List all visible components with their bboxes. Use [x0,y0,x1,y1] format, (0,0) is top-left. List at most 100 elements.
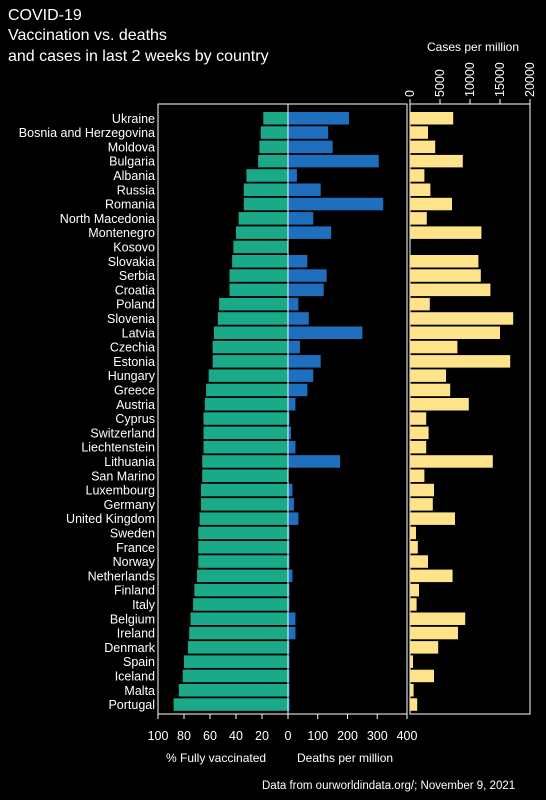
chart-title-line-2: Vaccination vs. deaths [8,27,167,44]
deaths-bar-germany [288,498,294,511]
deaths-bar-montenegro [288,226,332,239]
cases-tick-label-0: 0 [403,90,417,97]
cases-bar-russia [410,183,431,196]
chart-title-line-1: COVID-19 [8,7,82,24]
deaths-bar-lithuania [288,455,341,468]
cases-bar-montenegro [410,226,482,239]
vaccinated-bar-iceland [182,669,288,683]
vaccinated-bar-switzerland [203,426,288,440]
vaccinated-bar-montenegro [236,226,288,239]
vaccinated-bar-slovakia [232,255,288,268]
cases-bar-hungary [410,369,446,382]
cases-bar-belgium [410,612,466,625]
vaccinated-bar-russia [243,183,288,196]
deaths-bar-serbia [288,269,327,282]
country-label-kosovo: Kosovo [113,240,155,254]
deaths-bar-united-kingdom [288,512,299,525]
vaccinated-bar-austria [204,398,288,411]
country-label-lithuania: Lithuania [104,455,155,469]
cases-tick-label-15000: 15000 [493,62,507,97]
country-label-netherlands: Netherlands [88,569,155,583]
deaths-bar-luxembourg [288,483,293,497]
country-label-latvia: Latvia [122,326,155,340]
country-label-belgium: Belgium [110,612,155,626]
deaths-bar-finland [288,583,290,597]
country-label-malta: Malta [124,684,155,698]
deaths-bar-belgium [288,612,296,625]
cases-bar-ireland [410,626,458,640]
country-label-liechtenstein: Liechtenstein [81,441,155,455]
vaccinated-bar-albania [246,169,288,182]
deaths-bar-russia [288,183,321,196]
vaccinated-bar-latvia [213,326,288,339]
country-label-ireland: Ireland [117,627,155,641]
vaccinated-bar-greece [206,383,288,397]
deaths-bar-greece [288,383,308,397]
vaccinated-bar-hungary [208,369,288,382]
country-label-portugal: Portugal [108,698,155,712]
deaths-bar-cyprus [288,412,290,425]
cases-bar-liechtenstein [410,440,427,454]
cases-bar-slovakia [410,255,479,268]
deaths-bar-estonia [288,355,321,368]
cases-bar-poland [410,297,430,311]
country-label-sweden: Sweden [110,526,155,540]
cases-bar-estonia [410,355,511,368]
country-label-montenegro: Montenegro [88,226,155,240]
deaths-bar-switzerland [288,426,291,440]
vaccinated-bar-czechia [212,340,288,354]
cases-bar-spain [410,655,413,668]
country-label-united-kingdom: United Kingdom [66,512,155,526]
vaccinated-bar-norway [198,555,288,568]
deaths-bar-sweden [288,526,290,540]
deaths-bar-denmark [288,641,290,654]
vaccinated-axis-label: % Fully vaccinated [166,751,267,765]
cases-bar-norway [410,555,428,568]
deaths-bar-malta [288,684,290,697]
cases-bar-france [410,541,418,554]
vaccinated-bar-croatia [229,283,288,297]
cases-bar-latvia [410,326,500,339]
country-label-poland: Poland [116,298,155,312]
country-label-bulgaria: Bulgaria [109,155,155,169]
vaccinated-bar-netherlands [197,569,288,583]
vaccinated-bar-sweden [198,526,288,540]
cases-tick-label-20000: 20000 [523,62,537,97]
vaccinated-bar-united-kingdom [199,512,288,525]
deaths-bar-bulgaria [288,154,379,168]
country-label-switzerland: Switzerland [90,426,155,440]
deaths-bar-ireland [288,626,296,640]
country-label-moldova: Moldova [108,140,155,154]
cases-bar-ukraine [410,112,454,125]
cases-bar-lithuania [410,455,493,468]
vaccinated-bar-finland [194,583,288,597]
deaths-bar-netherlands [288,569,293,583]
cases-bar-iceland [410,669,434,683]
country-label-germany: Germany [104,498,156,512]
deaths-bar-austria [288,398,296,411]
deaths-tick-label-100: 100 [307,729,328,743]
cases-bar-austria [410,398,469,411]
vaccinated-bar-belgium [190,612,288,625]
vaccinated-bar-france [198,541,288,554]
vaccinated-bar-denmark [187,641,288,654]
cases-bar-north-macedonia [410,212,427,225]
country-label-france: France [116,541,155,555]
deaths-tick-label-200: 200 [337,729,358,743]
cases-bar-croatia [410,283,491,297]
cases-bar-switzerland [410,426,429,440]
cases-tick-label-5000: 5000 [433,69,447,97]
cases-bar-cyprus [410,412,427,425]
vaccinated-tick-label-0: 0 [285,729,292,743]
deaths-bar-albania [288,169,297,182]
cases-bar-portugal [410,698,418,711]
vaccinated-bar-north-macedonia [238,212,288,225]
country-label-croatia: Croatia [115,283,155,297]
cases-bar-germany [410,498,433,511]
vaccination-deaths-frame [157,103,408,715]
country-label-cyprus: Cyprus [115,412,155,426]
deaths-bar-croatia [288,283,324,297]
vaccinated-bar-germany [200,498,288,511]
country-label-hungary: Hungary [108,369,156,383]
